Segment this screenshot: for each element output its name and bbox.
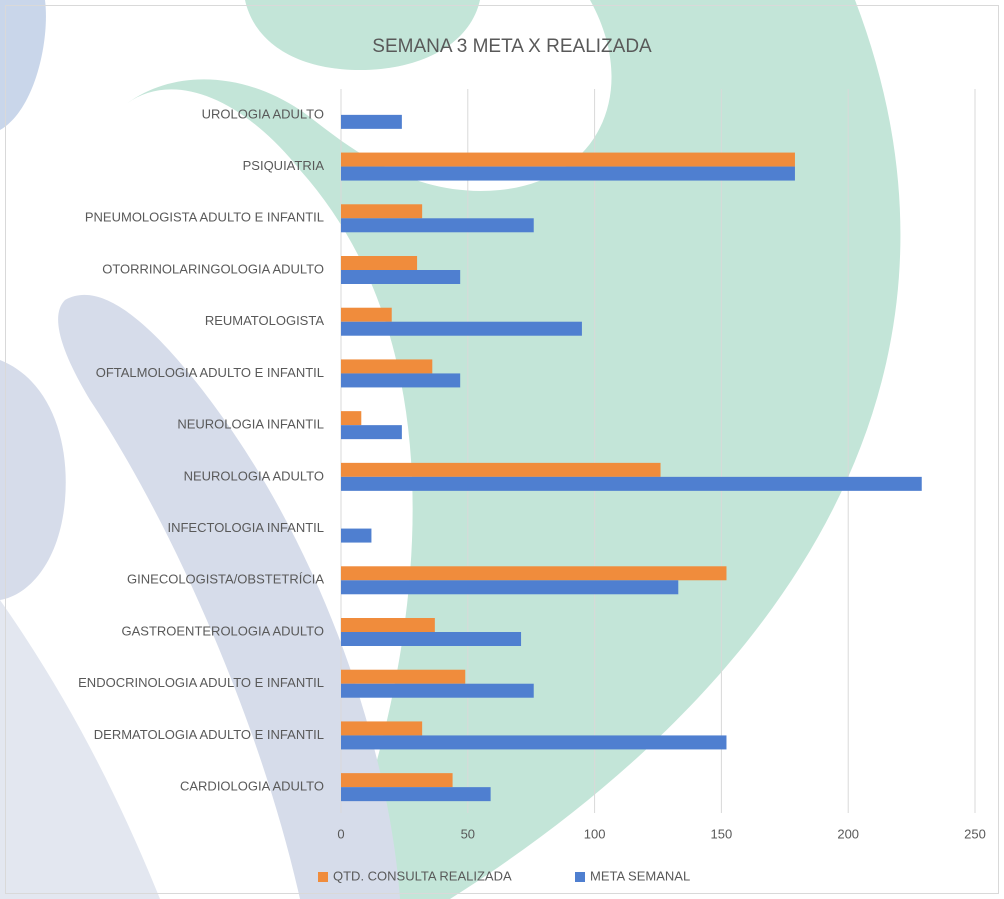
y-tick-label: NEUROLOGIA ADULTO [184,468,324,483]
x-tick-label: 200 [837,826,859,841]
bar [341,787,491,802]
bar [341,566,727,581]
bar [341,270,461,284]
bar [341,462,661,477]
bar [341,152,795,167]
legend-label: QTD. CONSULTA REALIZADA [333,868,512,883]
y-tick-label: PSIQUIATRIA [243,158,325,173]
x-tick-label: 50 [461,826,475,841]
y-tick-label: OFTALMOLOGIA ADULTO E INFANTIL [96,365,324,380]
y-tick-label: GINECOLOGISTA/OBSTETRÍCIA [127,572,324,587]
bar [341,166,795,181]
bar [341,476,922,491]
y-tick-label: UROLOGIA ADULTO [202,106,324,121]
legend-swatch [575,872,585,882]
bar [341,735,727,750]
bar [341,307,392,322]
bar [341,683,534,698]
bar [341,425,402,440]
bar [341,256,418,270]
x-tick-label: 250 [964,826,986,841]
bar [341,359,433,374]
y-tick-label: OTORRINOLARINGOLOGIA ADULTO [102,261,324,276]
bar [341,618,435,632]
x-tick-label: 100 [584,826,606,841]
y-tick-label: ENDOCRINOLOGIA ADULTO E INFANTIL [78,675,324,690]
bar [341,669,466,684]
y-tick-label: REUMATOLOGISTA [205,313,325,328]
bar [341,411,362,426]
y-tick-label: GASTROENTEROLOGIA ADULTO [121,623,324,638]
chart-title: SEMANA 3 META X REALIZADA [372,36,652,57]
x-tick-label: 0 [337,826,344,841]
y-tick-label: NEUROLOGIA INFANTIL [177,417,324,432]
bar [341,373,461,388]
bar [341,580,679,595]
bar [341,721,423,736]
y-tick-label: DERMATOLOGIA ADULTO E INFANTIL [94,727,324,742]
bar [341,773,453,788]
y-tick-label: INFECTOLOGIA INFANTIL [167,520,324,535]
legend-label: META SEMANAL [590,868,690,883]
bar [341,204,423,219]
chart-border [5,5,999,894]
bar [341,114,402,129]
bar [341,218,534,233]
y-tick-label: PNEUMOLOGISTA ADULTO E INFANTIL [85,210,324,225]
bar [341,632,522,646]
legend-swatch [318,872,328,882]
bar [341,321,582,336]
bar [341,528,372,543]
x-tick-label: 150 [711,826,733,841]
y-tick-label: CARDIOLOGIA ADULTO [180,779,324,794]
decoration [0,0,901,899]
